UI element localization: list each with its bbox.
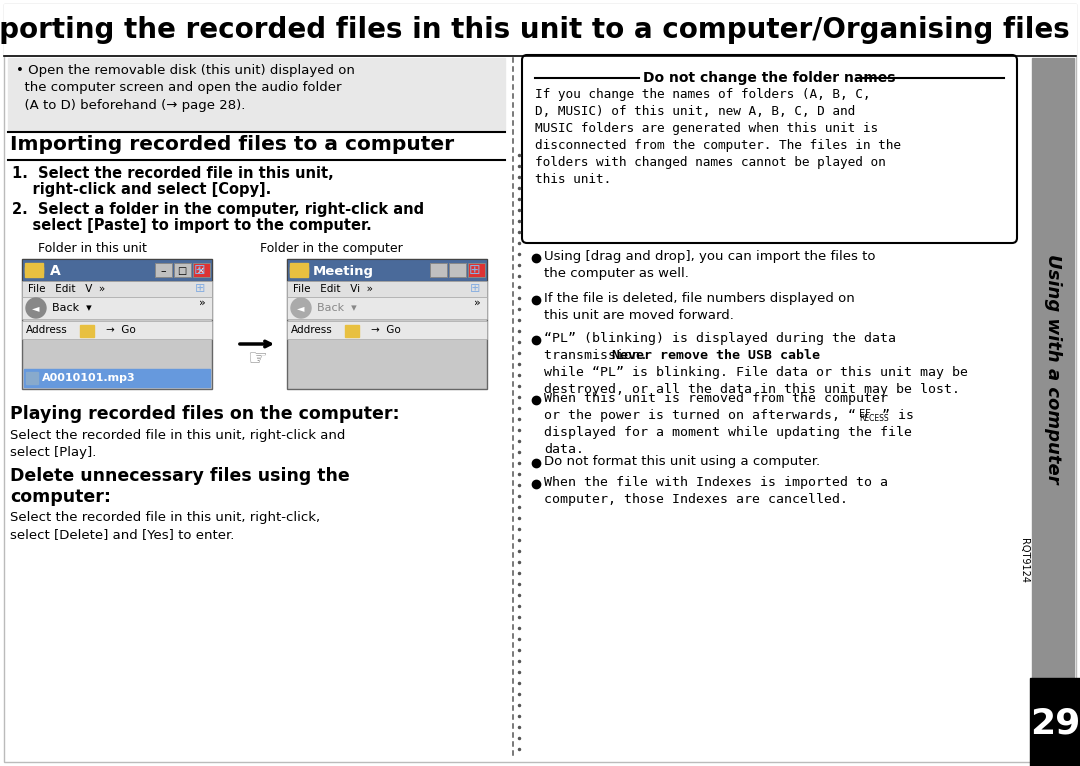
Bar <box>22 281 212 297</box>
Text: destroyed, or all the data in this unit may be lost.: destroyed, or all the data in this unit … <box>544 383 960 396</box>
Text: Do not format this unit using a computer.: Do not format this unit using a computer… <box>544 455 820 468</box>
Text: Do not change the folder names: Do not change the folder names <box>644 71 895 85</box>
Bar <box>287 259 487 281</box>
Text: EF: EF <box>859 409 870 419</box>
Text: computer, those Indexes are cancelled.: computer, those Indexes are cancelled. <box>544 493 848 506</box>
Bar <box>430 263 447 277</box>
Text: MUSIC folders are generated when this unit is: MUSIC folders are generated when this un… <box>535 122 878 135</box>
Text: displayed for a moment while updating the file: displayed for a moment while updating th… <box>544 426 912 439</box>
Text: ⊞: ⊞ <box>469 263 481 277</box>
Text: RQT9124: RQT9124 <box>1020 538 1029 582</box>
Bar <box>291 267 308 273</box>
Text: ◄: ◄ <box>297 303 305 313</box>
Text: 1.  Select the recorded file in this unit,: 1. Select the recorded file in this unit… <box>12 166 334 181</box>
Text: ◄: ◄ <box>32 303 40 313</box>
Text: Delete unnecessary files using the
computer:: Delete unnecessary files using the compu… <box>10 467 350 506</box>
Bar <box>449 263 465 277</box>
Bar <box>193 263 210 277</box>
Text: Address: Address <box>291 325 333 335</box>
Text: When the file with Indexes is imported to a: When the file with Indexes is imported t… <box>544 476 888 489</box>
Text: 29: 29 <box>1030 707 1080 741</box>
Text: When this unit is removed from the computer: When this unit is removed from the compu… <box>544 392 888 405</box>
Bar <box>8 58 505 130</box>
Text: or the power is turned on afterwards, “: or the power is turned on afterwards, “ <box>544 409 856 422</box>
Bar <box>174 263 191 277</box>
Bar <box>24 369 210 387</box>
Text: select [Paste] to import to the computer.: select [Paste] to import to the computer… <box>12 218 372 233</box>
Bar <box>287 297 487 319</box>
Text: disconnected from the computer. The files in the: disconnected from the computer. The file… <box>535 139 901 152</box>
Text: ✕: ✕ <box>197 266 205 276</box>
Text: File   Edit   Vi  »: File Edit Vi » <box>293 284 373 294</box>
Text: →  Go: → Go <box>372 325 401 335</box>
Text: Using [drag and drop], you can import the files to: Using [drag and drop], you can import th… <box>544 250 876 263</box>
Text: the computer as well.: the computer as well. <box>544 267 689 280</box>
Text: File   Edit   V  »: File Edit V » <box>28 284 105 294</box>
Text: If the file is deleted, file numbers displayed on: If the file is deleted, file numbers dis… <box>544 292 854 305</box>
Bar <box>4 4 1076 56</box>
Bar <box>468 263 485 277</box>
Bar <box>22 259 212 389</box>
Text: Address: Address <box>26 325 68 335</box>
Text: 2.  Select a folder in the computer, right-click and: 2. Select a folder in the computer, righ… <box>12 202 424 217</box>
Text: Never remove the USB cable: Never remove the USB cable <box>612 349 820 362</box>
Bar <box>22 297 212 319</box>
Text: “PL” (blinking) is displayed during the data: “PL” (blinking) is displayed during the … <box>544 332 896 345</box>
Bar <box>25 267 43 273</box>
Text: folders with changed names cannot be played on: folders with changed names cannot be pla… <box>535 156 886 169</box>
Text: Folder in the computer: Folder in the computer <box>260 242 403 255</box>
Text: ” is: ” is <box>882 409 914 422</box>
Bar <box>80 325 94 337</box>
Text: Playing recorded files on the computer:: Playing recorded files on the computer: <box>10 405 400 423</box>
Bar <box>345 325 359 337</box>
Text: Importing recorded files to a computer: Importing recorded files to a computer <box>10 135 454 154</box>
Text: Using with a computer: Using with a computer <box>1044 254 1062 484</box>
Text: D, MUSIC) of this unit, new A, B, C, D and: D, MUSIC) of this unit, new A, B, C, D a… <box>535 105 855 118</box>
Text: ⊞: ⊞ <box>194 263 206 277</box>
Text: »: » <box>199 298 206 308</box>
Text: this unit are moved forward.: this unit are moved forward. <box>544 309 734 322</box>
Text: →  Go: → Go <box>106 325 136 335</box>
Text: Select the recorded file in this unit, right-click,
select [Delete] and [Yes] to: Select the recorded file in this unit, r… <box>10 511 320 541</box>
Bar <box>287 321 487 339</box>
Text: right-click and select [Copy].: right-click and select [Copy]. <box>12 182 271 197</box>
Text: while “PL” is blinking. File data or this unit may be: while “PL” is blinking. File data or thi… <box>544 366 968 379</box>
Text: ⊞: ⊞ <box>194 283 205 296</box>
Text: ☞: ☞ <box>247 349 267 369</box>
Text: • Open the removable disk (this unit) displayed on
  the computer screen and ope: • Open the removable disk (this unit) di… <box>16 64 355 112</box>
Text: –: – <box>160 266 166 276</box>
Circle shape <box>291 298 311 318</box>
Text: A0010101.mp3: A0010101.mp3 <box>42 373 136 383</box>
Bar <box>25 263 43 277</box>
Text: Back  ▾: Back ▾ <box>318 303 356 313</box>
Text: data.: data. <box>544 443 584 456</box>
Bar <box>287 259 487 389</box>
Bar <box>22 259 212 281</box>
Text: □: □ <box>177 266 187 276</box>
Text: RECESS: RECESS <box>859 414 889 423</box>
Text: Select the recorded file in this unit, right-click and
select [Play].: Select the recorded file in this unit, r… <box>10 429 346 459</box>
Bar <box>291 263 308 277</box>
Text: transmission.: transmission. <box>544 349 656 362</box>
Bar <box>22 321 212 339</box>
Text: »: » <box>474 298 481 308</box>
Text: Folder in this unit: Folder in this unit <box>38 242 147 255</box>
Text: A: A <box>50 264 60 278</box>
Bar <box>287 281 487 297</box>
Text: Back  ▾: Back ▾ <box>52 303 92 313</box>
Text: this unit.: this unit. <box>535 173 611 186</box>
Bar <box>1032 58 1074 680</box>
Bar <box>1030 678 1080 766</box>
Circle shape <box>26 298 46 318</box>
Text: Importing the recorded files in this unit to a computer/Organising files: Importing the recorded files in this uni… <box>0 16 1070 44</box>
Bar <box>26 372 38 384</box>
Text: ⊞: ⊞ <box>470 283 481 296</box>
Text: Meeting: Meeting <box>313 264 374 277</box>
FancyBboxPatch shape <box>522 55 1017 243</box>
Bar <box>156 263 172 277</box>
Text: If you change the names of folders (A, B, C,: If you change the names of folders (A, B… <box>535 88 870 101</box>
